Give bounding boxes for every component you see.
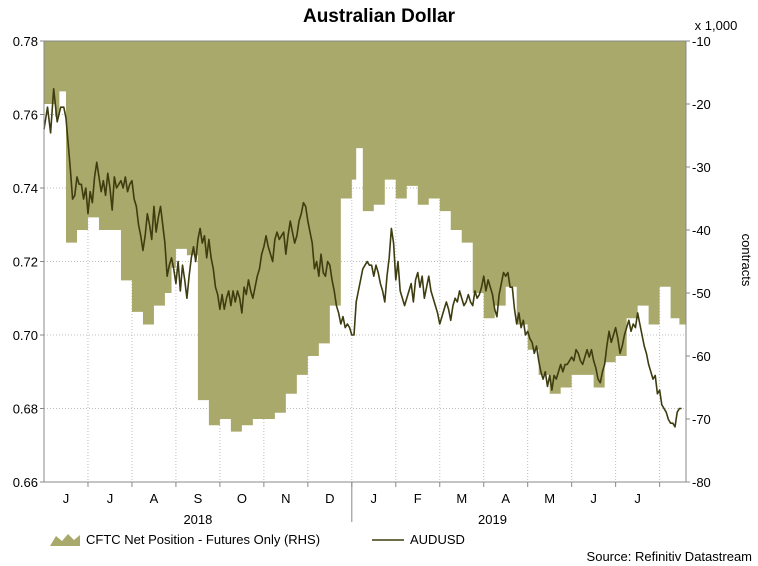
right-tick-label: -30 — [692, 160, 711, 175]
x-month-label: M — [544, 491, 555, 506]
source-note: Source: Refinitiv Datastream — [587, 549, 752, 564]
x-month-label: J — [371, 491, 378, 506]
x-month-label: J — [590, 491, 597, 506]
plot-area — [43, 40, 687, 483]
legend-item-cftc: CFTC Net Position - Futures Only (RHS) — [50, 532, 320, 547]
right-tick-label: -80 — [692, 475, 711, 490]
left-tick-label: 0.66 — [13, 475, 38, 490]
right-axis-unit: x 1,000 — [695, 18, 738, 33]
x-year-label: 2019 — [478, 512, 507, 527]
x-month-label: D — [325, 491, 334, 506]
x-month-label: N — [281, 491, 290, 506]
left-tick-label: 0.68 — [13, 402, 38, 417]
left-tick-label: 0.72 — [13, 255, 38, 270]
left-tick-label: 0.70 — [13, 328, 38, 343]
audusd-line — [43, 87, 682, 428]
x-month-label: A — [150, 491, 159, 506]
x-month-label: A — [501, 491, 510, 506]
right-axis-label: contracts — [739, 234, 754, 287]
x-month-label: M — [456, 491, 467, 506]
right-tick-label: -40 — [692, 223, 711, 238]
right-tick-label: -70 — [692, 412, 711, 427]
x-month-label: S — [194, 491, 203, 506]
right-tick-label: -20 — [692, 97, 711, 112]
x-month-label: F — [414, 491, 422, 506]
x-month-label: O — [237, 491, 247, 506]
legend-item-audusd: AUDUSD — [372, 532, 465, 547]
legend-swatch-cftc — [50, 534, 80, 546]
left-axis: 0.66 0.68 0.70 0.72 0.74 0.76 0.78 — [13, 34, 44, 490]
x-axis: J J A S O N D J F M A M J J 2018 2019 — [63, 482, 661, 527]
x-year-label: 2018 — [183, 512, 212, 527]
right-axis: -80 -70 -60 -50 -40 -30 -20 -10 — [686, 34, 711, 490]
right-tick-label: -10 — [692, 34, 711, 49]
chart-title: Australian Dollar — [303, 6, 456, 27]
left-tick-label: 0.76 — [13, 108, 38, 123]
left-tick-label: 0.78 — [13, 34, 38, 49]
x-month-label: J — [63, 491, 70, 506]
legend-label-audusd: AUDUSD — [410, 532, 465, 547]
cftc-net-position-area — [44, 41, 686, 432]
right-tick-label: -60 — [692, 349, 711, 364]
legend-label-cftc: CFTC Net Position - Futures Only (RHS) — [86, 532, 320, 547]
legend: CFTC Net Position - Futures Only (RHS) A… — [50, 532, 465, 547]
x-month-label: J — [107, 491, 114, 506]
x-month-label: J — [634, 491, 641, 506]
right-tick-label: -50 — [692, 286, 711, 301]
left-tick-label: 0.74 — [13, 181, 38, 196]
